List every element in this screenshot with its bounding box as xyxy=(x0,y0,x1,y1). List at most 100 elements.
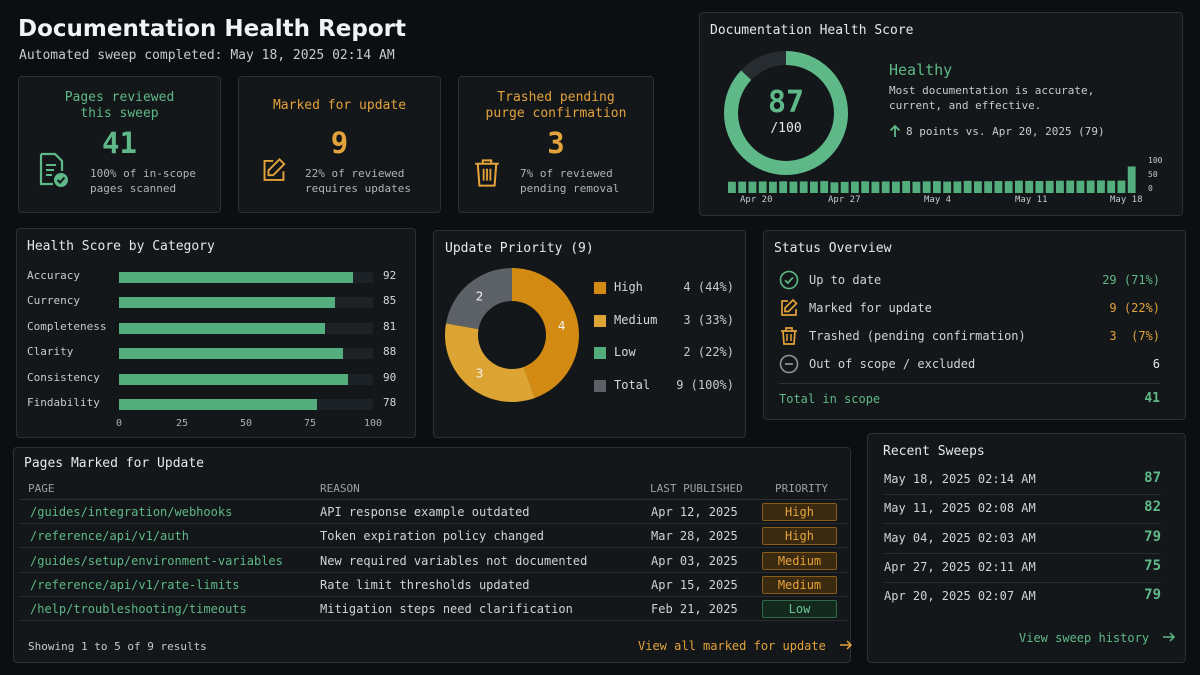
spark-x-label: Apr 27 xyxy=(828,195,861,205)
page-link[interactable]: /guides/setup/environment-variables xyxy=(30,553,283,568)
reason-cell: API response example outdated xyxy=(320,505,530,519)
reason-cell: Token expiration policy changed xyxy=(320,529,544,544)
sweep-score: 79 xyxy=(1144,587,1161,604)
sparkline-bar xyxy=(994,181,1003,193)
legend-swatch xyxy=(594,347,606,360)
table-row[interactable]: /reference/api/v1/auth Token expiration p… xyxy=(20,524,848,549)
legend-label: High xyxy=(614,280,643,294)
category-bar xyxy=(119,399,318,410)
category-row: Consistency 90 xyxy=(27,370,407,388)
axis-tick: 100 xyxy=(363,418,383,429)
category-label: Accuracy xyxy=(27,269,80,282)
legend-value: 2 (22%) xyxy=(683,345,734,360)
sweep-history-link[interactable]: View sweep history xyxy=(1019,631,1176,645)
status-value: 9 (22%) xyxy=(1109,301,1160,315)
arrow-right-icon xyxy=(840,640,853,650)
legend-swatch xyxy=(594,380,606,393)
table-row[interactable]: /guides/integration/webhooks API response… xyxy=(20,500,848,524)
category-label: Findability xyxy=(27,396,100,409)
kpi-value: 41 xyxy=(102,126,137,160)
axis-tick: 25 xyxy=(175,418,189,429)
sparkline-bar xyxy=(1015,180,1023,193)
category-bar xyxy=(119,348,343,360)
sweep-row[interactable]: May 11, 2025 02:08 AM 82 xyxy=(884,495,1161,525)
sweep-date: May 04, 2025 02:03 AM xyxy=(884,530,1036,545)
sweep-row[interactable]: May 04, 2025 02:03 AM 79 xyxy=(884,525,1161,554)
axis-tick: 50 xyxy=(239,418,253,429)
category-bar-track xyxy=(119,373,373,385)
column-header[interactable]: PAGE xyxy=(28,482,55,495)
spark-x-label: Apr 20 xyxy=(740,195,773,205)
table-row[interactable]: /guides/setup/environment-variables New r… xyxy=(20,549,848,573)
page-link[interactable]: /reference/api/v1/auth xyxy=(30,529,189,544)
view-all-link[interactable]: View all marked for update xyxy=(638,639,853,653)
sparkline-bar xyxy=(933,181,941,193)
panel-title: Pages Marked for Update xyxy=(24,456,205,471)
health-status: Healthy xyxy=(889,61,953,79)
panel-title: Health Score by Category xyxy=(27,239,215,254)
kpi-label: Pages reviewed xyxy=(64,90,175,105)
health-description-2: current, and effective. xyxy=(889,99,1042,112)
category-label: Consistency xyxy=(27,370,100,384)
trash-icon xyxy=(475,159,499,187)
column-header[interactable]: LAST PUBLISHED xyxy=(650,482,743,495)
status-value: 6 xyxy=(1152,357,1160,371)
table-row[interactable]: /reference/api/v1/rate-limits Rate limit … xyxy=(20,573,848,597)
sweep-row[interactable]: May 18, 2025 02:14 AM 87 xyxy=(884,466,1161,495)
health-score-panel: Documentation Health Score 87 /100 Healt… xyxy=(699,12,1183,216)
pages-table-panel: Pages Marked for Update xyxy=(13,447,851,663)
legend-value: 9 (100%) xyxy=(676,378,734,393)
category-row: Completeness 81 xyxy=(27,319,407,337)
sparkline-bar xyxy=(820,181,829,193)
page-link[interactable]: /reference/api/v1/rate-limits xyxy=(30,577,240,592)
category-row: Accuracy 92 xyxy=(27,268,407,286)
sweep-row[interactable]: Apr 27, 2025 02:11 AM 75 xyxy=(884,554,1161,583)
sparkline-bar xyxy=(1056,180,1064,193)
column-header[interactable]: PRIORITY xyxy=(775,482,828,495)
sweep-score: 79 xyxy=(1144,528,1161,545)
score-out-of: /100 xyxy=(770,121,802,136)
sweep-row[interactable]: Apr 20, 2025 02:07 AM 79 xyxy=(884,583,1161,612)
document-check-icon xyxy=(39,152,68,187)
table-footer-text: Showing 1 to 5 of 9 results xyxy=(28,640,207,653)
status-label: Up to date xyxy=(809,273,882,287)
edit-icon xyxy=(781,298,798,316)
priority-badge: Low xyxy=(762,600,837,619)
sparkline-bar xyxy=(810,181,818,193)
priority-badge: Medium xyxy=(762,551,837,570)
column-header[interactable]: REASON xyxy=(320,482,360,495)
sparkline-bar xyxy=(758,181,767,193)
category-value: 90 xyxy=(383,370,397,384)
category-value: 81 xyxy=(383,319,397,333)
spark-x-label: May 11 xyxy=(1015,195,1048,205)
kpi-sub-2: requires updates xyxy=(305,182,411,195)
page-link[interactable]: /help/troubleshooting/timeouts xyxy=(30,602,247,617)
sweep-history-label: View sweep history xyxy=(1019,631,1150,645)
sparkline-bar xyxy=(789,181,798,193)
page-link[interactable]: /guides/integration/webhooks xyxy=(30,505,233,519)
category-row: Currency 85 xyxy=(27,293,407,311)
reason-cell: Rate limit thresholds updated xyxy=(320,577,530,592)
sparkline-bar xyxy=(728,181,736,193)
kpi-marked-for-update: Marked for update 9 22% of reviewed requi… xyxy=(238,76,441,213)
sweep-date: Apr 27, 2025 02:11 AM xyxy=(884,559,1036,574)
category-bar xyxy=(119,373,348,385)
status-divider xyxy=(779,383,1160,384)
kpi-trashed-pending: Trashed pending purge confirmation 3 7% o… xyxy=(458,76,654,213)
kpi-sub-2: pages scanned xyxy=(90,182,177,195)
total-in-scope-value: 41 xyxy=(1144,391,1160,406)
edit-icon xyxy=(263,158,286,181)
sparkline-bar xyxy=(871,181,880,193)
status-overview-panel: Status Overview xyxy=(763,230,1186,420)
reason-cell: Mitigation steps need clarification xyxy=(320,602,573,617)
kpi-sub: 7% of reviewed xyxy=(520,167,613,180)
kpi-sub-2: pending removal xyxy=(520,182,620,195)
table-row[interactable]: /help/troubleshooting/timeouts Mitigation… xyxy=(20,597,848,622)
panel-title: Update Priority (9) xyxy=(445,241,594,256)
category-bar-track xyxy=(119,399,373,410)
reason-cell: New required variables not documented xyxy=(320,553,588,568)
kpi-value: 9 xyxy=(330,126,349,160)
category-row: Findability 78 xyxy=(27,395,407,413)
page-title: Documentation Health Report xyxy=(18,16,406,42)
legend-swatch xyxy=(594,314,606,327)
